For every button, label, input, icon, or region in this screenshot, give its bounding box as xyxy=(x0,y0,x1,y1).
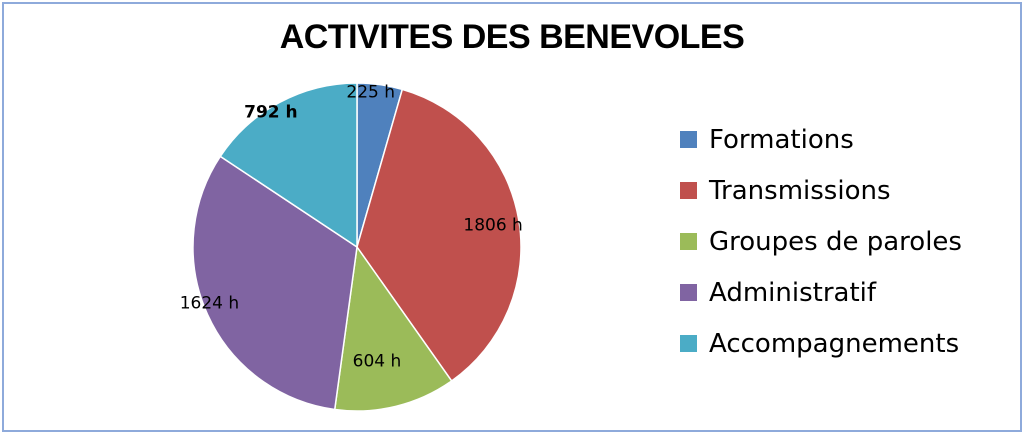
legend-label: Accompagnements xyxy=(709,328,960,359)
legend-label: Administratif xyxy=(709,277,877,308)
data-label-transmissions: 1806 h xyxy=(463,216,522,236)
legend-label: Formations xyxy=(709,124,854,155)
legend-swatch xyxy=(680,182,697,199)
legend-item-formations: Formations xyxy=(680,114,962,165)
legend-swatch xyxy=(680,335,697,352)
chart-title: ACTIVITES DES BENEVOLES xyxy=(279,18,745,56)
data-label-groupes-de-paroles: 604 h xyxy=(353,352,402,372)
legend-item-accompagnements: Accompagnements xyxy=(680,318,962,369)
legend-swatch xyxy=(680,284,697,301)
pie-slice-administratif xyxy=(192,155,358,411)
pie-slice-accompagnements xyxy=(219,82,358,249)
data-label-administratif: 1624 h xyxy=(180,294,239,314)
pie-slices xyxy=(192,82,522,412)
legend-item-groupes-de-paroles: Groupes de paroles xyxy=(680,216,962,267)
pie-data-labels: 225 h 1806 h 604 h 1624 h 792 h xyxy=(180,83,523,372)
legend-label: Groupes de paroles xyxy=(709,226,962,257)
legend-swatch xyxy=(680,131,697,148)
data-label-formations: 225 h xyxy=(346,83,395,103)
pie-slice-transmissions xyxy=(356,88,522,382)
legend-label: Transmissions xyxy=(709,175,891,206)
legend-item-transmissions: Transmissions xyxy=(680,165,962,216)
legend-item-administratif: Administratif xyxy=(680,267,962,318)
legend-swatch xyxy=(680,233,697,250)
chart-legend: Formations Transmissions Groupes de parole… xyxy=(680,114,962,369)
data-label-accompagnements: 792 h xyxy=(244,103,298,123)
pie-slice-groupes-de-paroles xyxy=(333,245,453,412)
